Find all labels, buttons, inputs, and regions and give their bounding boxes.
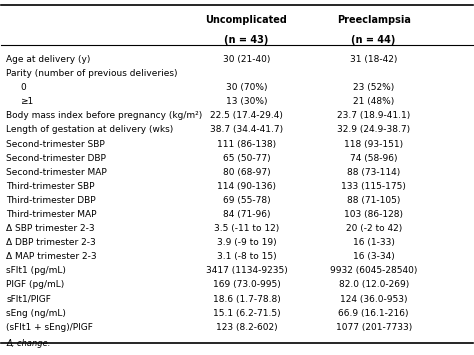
Text: Second-trimester MAP: Second-trimester MAP <box>6 168 107 177</box>
Text: sEng (ng/mL): sEng (ng/mL) <box>6 308 66 318</box>
Text: 1077 (201-7733): 1077 (201-7733) <box>336 323 412 332</box>
Text: Body mass index before pregnancy (kg/m²): Body mass index before pregnancy (kg/m²) <box>6 111 202 120</box>
Text: Δ MAP trimester 2-3: Δ MAP trimester 2-3 <box>6 252 97 261</box>
Text: (n = 43): (n = 43) <box>224 35 269 45</box>
Text: 66.9 (16.1-216): 66.9 (16.1-216) <box>338 308 409 318</box>
Text: Uncomplicated: Uncomplicated <box>206 16 287 26</box>
Text: 21 (48%): 21 (48%) <box>353 97 394 106</box>
Text: Second-trimester DBP: Second-trimester DBP <box>6 154 106 163</box>
Text: Δ SBP trimester 2-3: Δ SBP trimester 2-3 <box>6 224 95 233</box>
Text: 20 (-2 to 42): 20 (-2 to 42) <box>346 224 402 233</box>
Text: 84 (71-96): 84 (71-96) <box>223 210 270 219</box>
Text: 3.5 (-11 to 12): 3.5 (-11 to 12) <box>214 224 279 233</box>
Text: 38.7 (34.4-41.7): 38.7 (34.4-41.7) <box>210 125 283 135</box>
Text: 111 (86-138): 111 (86-138) <box>217 140 276 148</box>
Text: Second-trimester SBP: Second-trimester SBP <box>6 140 105 148</box>
Text: Δ, change.: Δ, change. <box>6 339 50 348</box>
Text: Parity (number of previous deliveries): Parity (number of previous deliveries) <box>6 69 178 78</box>
Text: 65 (50-77): 65 (50-77) <box>223 154 270 163</box>
Text: 15.1 (6.2-71.5): 15.1 (6.2-71.5) <box>213 308 280 318</box>
Text: Preeclampsia: Preeclampsia <box>337 16 410 26</box>
Text: 118 (93-151): 118 (93-151) <box>344 140 403 148</box>
Text: 18.6 (1.7-78.8): 18.6 (1.7-78.8) <box>212 295 280 304</box>
Text: 23.7 (18.9-41.1): 23.7 (18.9-41.1) <box>337 111 410 120</box>
Text: Δ DBP trimester 2-3: Δ DBP trimester 2-3 <box>6 238 96 247</box>
Text: 133 (115-175): 133 (115-175) <box>341 182 406 191</box>
Text: 16 (1-33): 16 (1-33) <box>353 238 394 247</box>
Text: 88 (71-105): 88 (71-105) <box>347 196 401 205</box>
Text: 9932 (6045-28540): 9932 (6045-28540) <box>330 266 417 275</box>
Text: Age at delivery (y): Age at delivery (y) <box>6 55 91 64</box>
Text: 22.5 (17.4-29.4): 22.5 (17.4-29.4) <box>210 111 283 120</box>
Text: 69 (55-78): 69 (55-78) <box>223 196 270 205</box>
Text: 80 (68-97): 80 (68-97) <box>223 168 270 177</box>
Text: (sFlt1 + sEng)/PlGF: (sFlt1 + sEng)/PlGF <box>6 323 93 332</box>
Text: Third-trimester DBP: Third-trimester DBP <box>6 196 96 205</box>
Text: 30 (21-40): 30 (21-40) <box>223 55 270 64</box>
Text: 124 (36.0-953): 124 (36.0-953) <box>340 295 408 304</box>
Text: Third-trimester MAP: Third-trimester MAP <box>6 210 97 219</box>
Text: 74 (58-96): 74 (58-96) <box>350 154 397 163</box>
Text: 123 (8.2-602): 123 (8.2-602) <box>216 323 277 332</box>
Text: 0: 0 <box>20 83 26 92</box>
Text: 103 (86-128): 103 (86-128) <box>344 210 403 219</box>
Text: 3417 (1134-9235): 3417 (1134-9235) <box>206 266 287 275</box>
Text: 114 (90-136): 114 (90-136) <box>217 182 276 191</box>
Text: Third-trimester SBP: Third-trimester SBP <box>6 182 95 191</box>
Text: 30 (70%): 30 (70%) <box>226 83 267 92</box>
Text: 88 (73-114): 88 (73-114) <box>347 168 400 177</box>
Text: Length of gestation at delivery (wks): Length of gestation at delivery (wks) <box>6 125 173 135</box>
Text: 13 (30%): 13 (30%) <box>226 97 267 106</box>
Text: 31 (18-42): 31 (18-42) <box>350 55 397 64</box>
Text: 23 (52%): 23 (52%) <box>353 83 394 92</box>
Text: PlGF (pg/mL): PlGF (pg/mL) <box>6 280 64 289</box>
Text: 3.1 (-8 to 15): 3.1 (-8 to 15) <box>217 252 276 261</box>
Text: (n = 44): (n = 44) <box>351 35 396 45</box>
Text: sFlt1 (pg/mL): sFlt1 (pg/mL) <box>6 266 66 275</box>
Text: ≥1: ≥1 <box>20 97 34 106</box>
Text: 3.9 (-9 to 19): 3.9 (-9 to 19) <box>217 238 276 247</box>
Text: sFlt1/PlGF: sFlt1/PlGF <box>6 295 51 304</box>
Text: 169 (73.0-995): 169 (73.0-995) <box>212 280 280 289</box>
Text: 82.0 (12.0-269): 82.0 (12.0-269) <box>338 280 409 289</box>
Text: 32.9 (24.9-38.7): 32.9 (24.9-38.7) <box>337 125 410 135</box>
Text: 16 (3-34): 16 (3-34) <box>353 252 394 261</box>
